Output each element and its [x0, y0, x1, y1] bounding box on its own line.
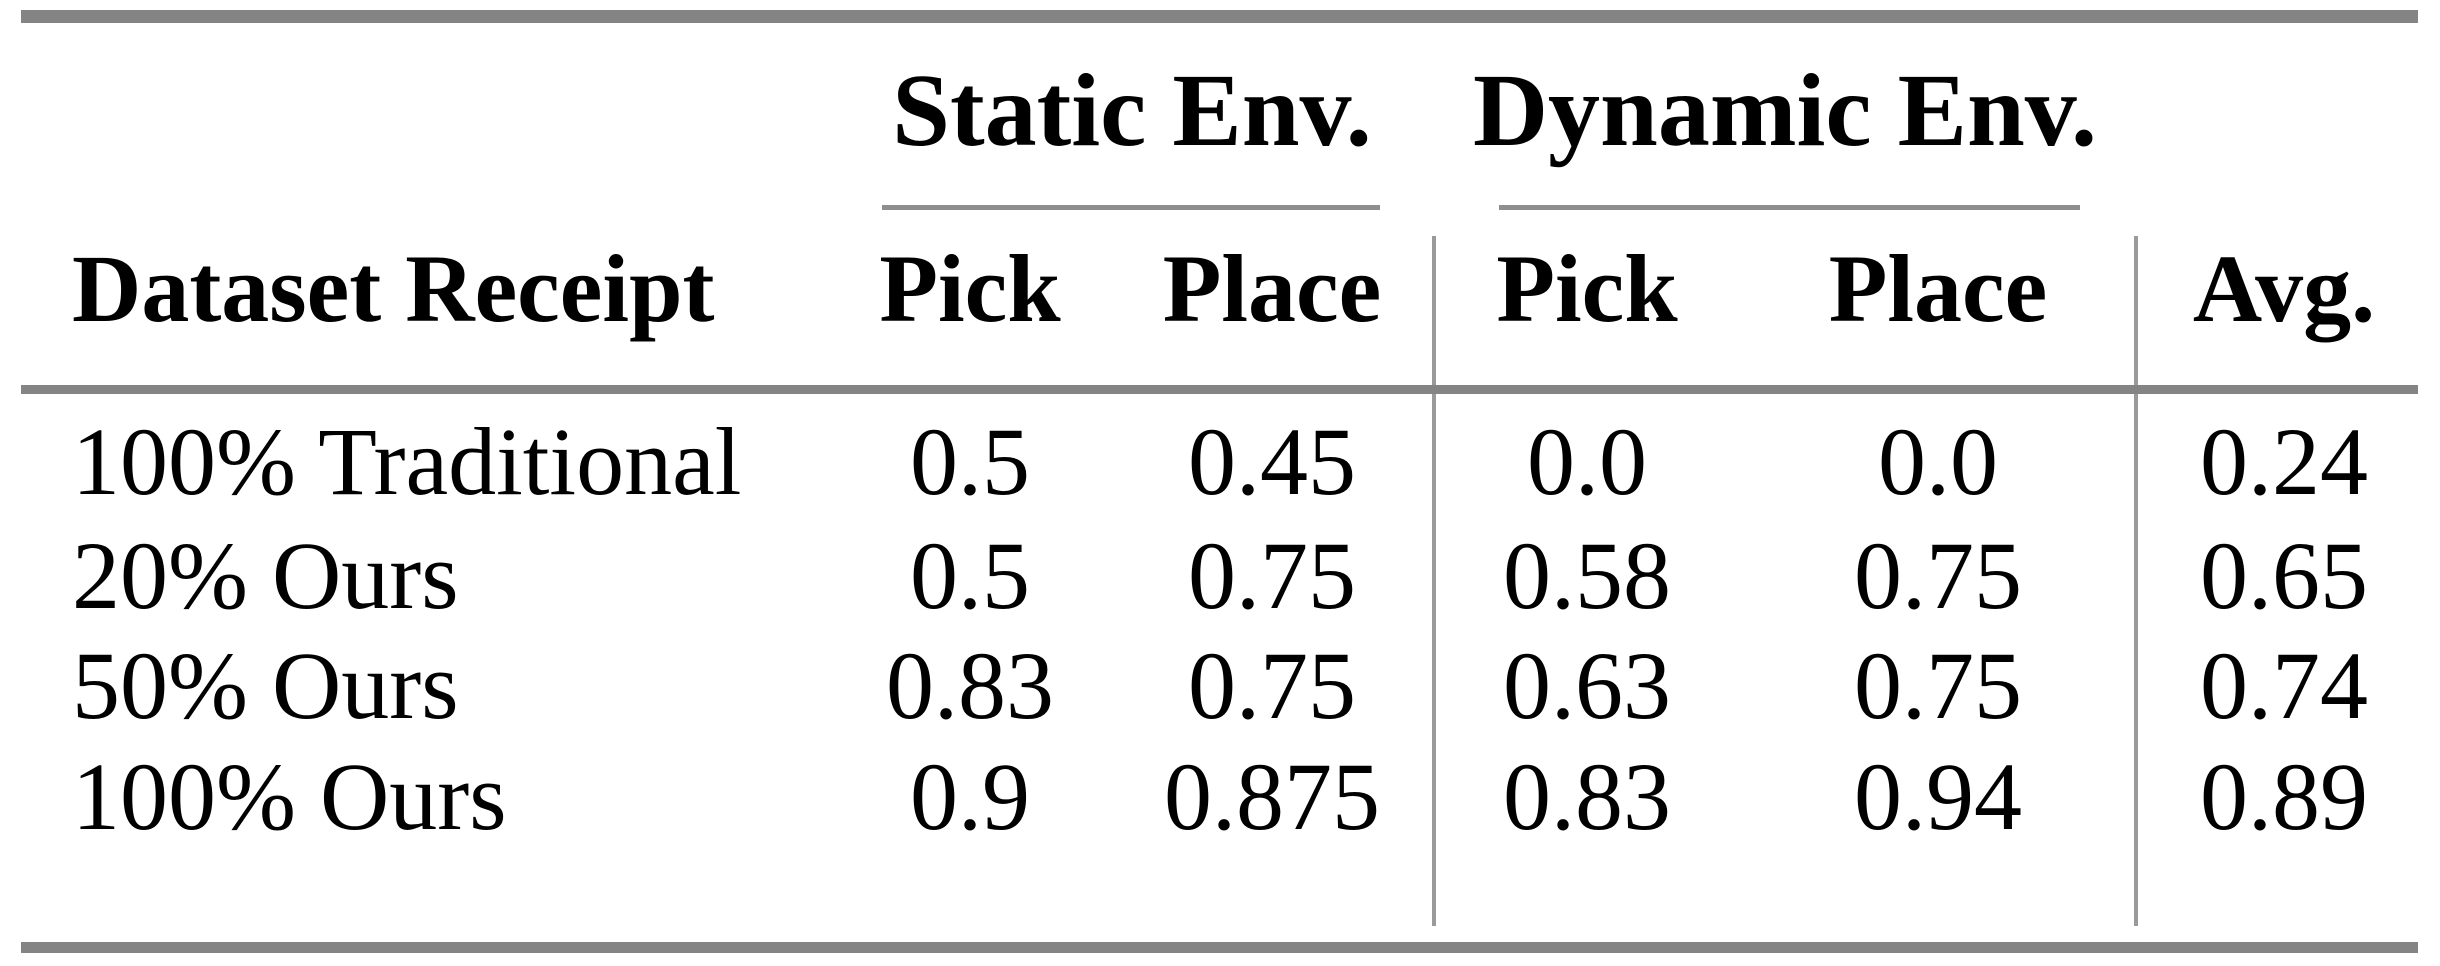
table-bottom-rule — [21, 942, 2418, 953]
cell-dynamic-place: 0.75 — [1854, 632, 2022, 739]
header-static-place: Place — [1162, 235, 1382, 342]
header-dynamic-place: Place — [1828, 235, 2048, 342]
cell-dynamic-pick: 0.83 — [1503, 743, 1671, 850]
cell-dynamic-place: 0.94 — [1854, 743, 2022, 850]
vertical-rule-2-header — [2134, 236, 2138, 385]
cmidrule-dynamic-env — [1499, 205, 2080, 210]
cell-avg: 0.65 — [2200, 522, 2368, 629]
cell-dynamic-pick: 0.58 — [1503, 522, 1671, 629]
group-header-static-env: Static Env. — [892, 53, 1372, 168]
cell-static-pick: 0.5 — [910, 408, 1030, 515]
cell-static-place: 0.75 — [1188, 522, 1356, 629]
row-label: 100% Traditional — [72, 408, 742, 515]
cell-dynamic-pick: 0.63 — [1503, 632, 1671, 739]
cell-dynamic-place: 0.75 — [1854, 522, 2022, 629]
vertical-rule-1-body — [1432, 394, 1436, 926]
header-dynamic-pick: Pick — [1496, 235, 1678, 342]
cell-static-pick: 0.5 — [910, 522, 1030, 629]
table-top-rule — [21, 10, 2418, 23]
cell-static-place: 0.875 — [1164, 743, 1380, 850]
row-label: 50% Ours — [72, 632, 459, 739]
header-dataset-receipt: Dataset Receipt — [72, 235, 715, 342]
row-label: 20% Ours — [72, 522, 459, 629]
cell-avg: 0.24 — [2200, 408, 2368, 515]
group-header-dynamic-env: Dynamic Env. — [1472, 53, 2098, 168]
row-label: 100% Ours — [72, 743, 507, 850]
vertical-rule-2-body — [2134, 394, 2138, 926]
cell-static-place: 0.45 — [1188, 408, 1356, 515]
cell-static-pick: 0.9 — [910, 743, 1030, 850]
cell-avg: 0.89 — [2200, 743, 2368, 850]
header-static-pick: Pick — [879, 235, 1061, 342]
vertical-rule-1-header — [1432, 236, 1436, 385]
cell-static-place: 0.75 — [1188, 632, 1356, 739]
cell-static-pick: 0.83 — [886, 632, 1054, 739]
cell-dynamic-pick: 0.0 — [1527, 408, 1647, 515]
table-header-rule — [21, 385, 2418, 394]
cell-dynamic-place: 0.0 — [1878, 408, 1998, 515]
cell-avg: 0.74 — [2200, 632, 2368, 739]
header-avg: Avg. — [2192, 235, 2376, 342]
cmidrule-static-env — [882, 205, 1380, 210]
